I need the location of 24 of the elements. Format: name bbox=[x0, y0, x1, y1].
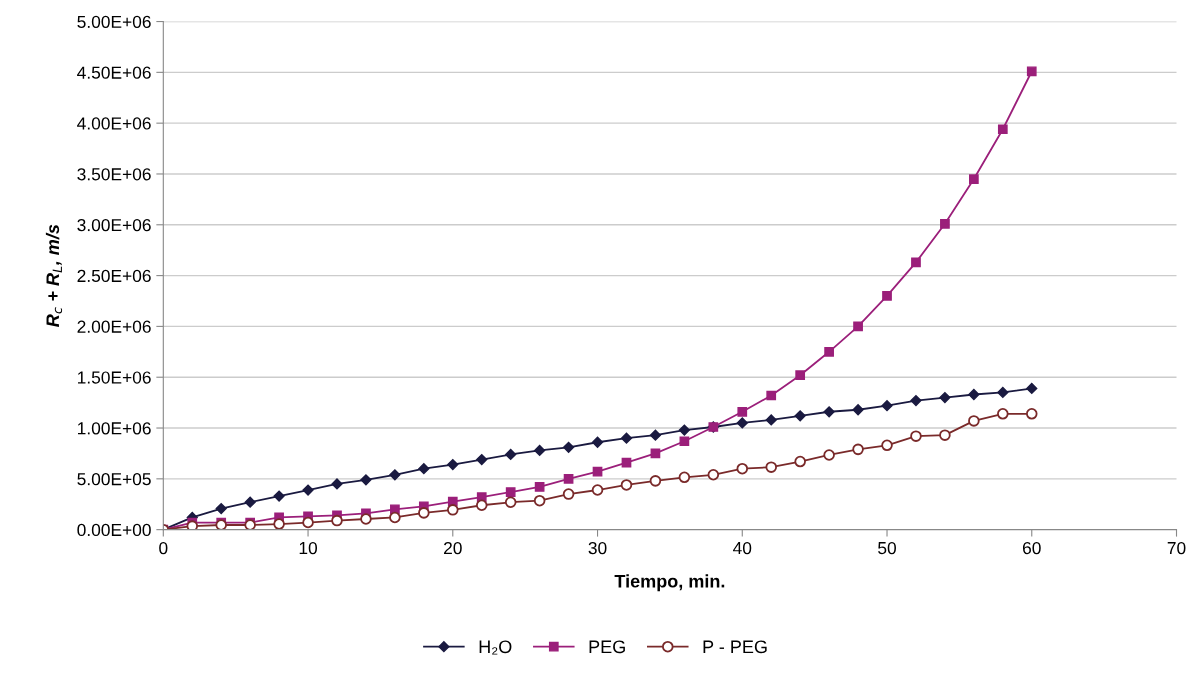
x-axis-title: Tiempo, min. bbox=[614, 574, 725, 592]
y-tick-label: 2.50E+06 bbox=[77, 269, 151, 283]
legend-label: PEG bbox=[589, 640, 625, 654]
y-tick-label: 4.00E+06 bbox=[77, 117, 151, 130]
y-tick-label: 4.50E+06 bbox=[77, 66, 151, 79]
legend-label: H₂O bbox=[479, 640, 512, 655]
y-tick-label: 5.00E+05 bbox=[77, 473, 151, 486]
x-tick-label: 20 bbox=[444, 541, 462, 555]
y-axis-title: R$_{c}$ + R$_{L}$, m/s bbox=[45, 224, 63, 327]
x-tick-label: 30 bbox=[588, 541, 607, 555]
x-tick-label: 40 bbox=[733, 541, 752, 555]
y-tick-label: 1.00E+06 bbox=[78, 422, 151, 435]
x-tick-label: 60 bbox=[1022, 541, 1041, 555]
y-tick-label: 3.00E+06 bbox=[77, 218, 151, 232]
x-tick-label: 70 bbox=[1167, 541, 1186, 555]
x-tick-label: 10 bbox=[299, 541, 318, 555]
x-tick-label: 50 bbox=[878, 541, 896, 555]
y-tick-label: 3.50E+06 bbox=[77, 168, 151, 181]
y-tick-label: 0.00E+00 bbox=[77, 523, 151, 537]
y-tick-label: 2.00E+06 bbox=[77, 320, 151, 333]
legend-label: P - PEG bbox=[703, 640, 767, 654]
y-tick-label: 5.00E+06 bbox=[77, 15, 151, 28]
x-tick-label: 0 bbox=[159, 541, 168, 555]
y-tick-label: 1.50E+06 bbox=[78, 371, 151, 384]
